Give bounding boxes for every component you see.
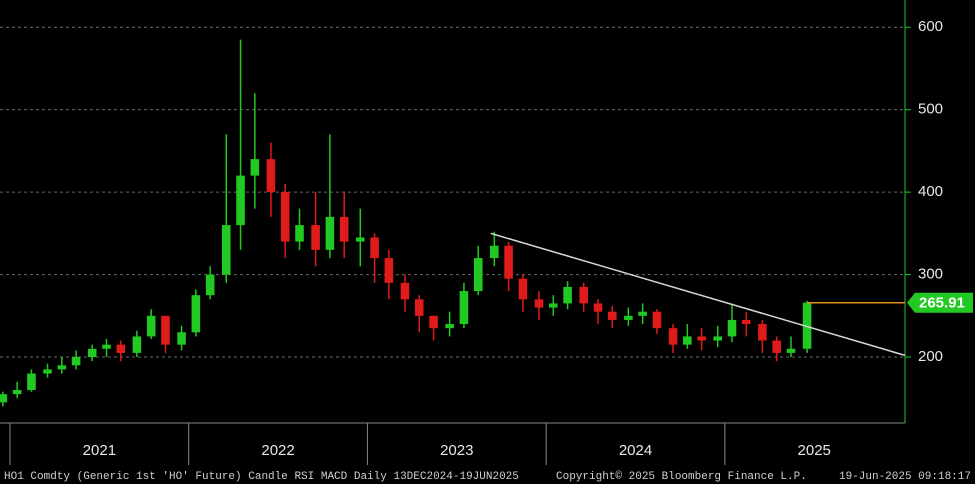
candle-body bbox=[325, 216, 335, 250]
candle-body bbox=[459, 291, 469, 325]
trendline bbox=[490, 232, 906, 357]
candle-body bbox=[116, 344, 126, 353]
candle-body bbox=[102, 344, 111, 349]
candle-body bbox=[504, 245, 513, 279]
candle-body bbox=[161, 315, 170, 345]
candle-body bbox=[191, 295, 201, 333]
candle-body bbox=[12, 390, 22, 395]
candle-body bbox=[87, 348, 97, 358]
candle-body bbox=[146, 315, 156, 337]
candle-body bbox=[549, 303, 558, 308]
y-tick-label: 500 bbox=[918, 101, 943, 118]
candle-body bbox=[221, 225, 231, 275]
x-tick-label: 2023 bbox=[440, 442, 473, 459]
candle-body bbox=[786, 348, 796, 353]
candle-body bbox=[339, 216, 349, 242]
candle-body bbox=[0, 394, 8, 403]
candle-body bbox=[177, 332, 186, 345]
candle-body bbox=[534, 299, 544, 308]
candle-body bbox=[400, 282, 410, 300]
candle-body bbox=[579, 286, 588, 304]
candle-body bbox=[311, 225, 320, 250]
candle-body bbox=[132, 336, 142, 353]
candle-body bbox=[27, 373, 36, 391]
candle-body bbox=[652, 311, 662, 329]
candle-body bbox=[370, 237, 379, 259]
candle-body bbox=[713, 336, 722, 341]
candle-body bbox=[697, 336, 706, 341]
candle-body bbox=[802, 302, 812, 349]
candle-body bbox=[563, 286, 572, 304]
footer-description: HO1 Comdty (Generic 1st 'HO' Future) Can… bbox=[4, 471, 519, 483]
x-tick-label: 2024 bbox=[619, 442, 652, 459]
footer-timestamp: 19-Jun-2025 09:18:17 bbox=[839, 471, 971, 483]
candle-body bbox=[772, 340, 781, 353]
candle-body bbox=[280, 192, 290, 242]
candle-body bbox=[593, 303, 603, 312]
candle-body bbox=[742, 319, 751, 325]
candle-body bbox=[518, 278, 528, 300]
candle-body bbox=[445, 324, 454, 329]
candle-body bbox=[295, 225, 304, 242]
candle-body bbox=[607, 311, 617, 320]
last-price-label: 265.91 bbox=[919, 295, 965, 312]
candle-body bbox=[429, 315, 438, 329]
candle-body bbox=[624, 315, 633, 320]
candle-body bbox=[490, 245, 499, 259]
x-tick-label: 2021 bbox=[83, 442, 116, 459]
y-tick-label: 400 bbox=[918, 183, 943, 200]
candle-body bbox=[43, 369, 52, 374]
x-tick-label: 2025 bbox=[798, 442, 831, 459]
candle-body bbox=[57, 365, 67, 370]
candle-body bbox=[638, 311, 647, 316]
candle-body bbox=[727, 319, 737, 337]
last-price-box bbox=[907, 292, 973, 313]
x-tick-label: 2022 bbox=[261, 442, 294, 459]
candle-body bbox=[71, 357, 81, 366]
candle-body bbox=[266, 159, 276, 193]
footer-copyright: Copyright© 2025 Bloomberg Finance L.P. bbox=[556, 471, 807, 483]
candle-body bbox=[668, 328, 678, 345]
candle-body bbox=[473, 258, 483, 292]
candle-body bbox=[683, 336, 692, 345]
candle-body bbox=[205, 274, 215, 296]
candle-body bbox=[236, 175, 245, 226]
candle-body bbox=[414, 299, 424, 316]
candle-body bbox=[355, 237, 365, 242]
candle-body bbox=[758, 324, 767, 341]
y-tick-label: 200 bbox=[918, 348, 943, 365]
candle-body bbox=[250, 159, 260, 176]
y-tick-label: 600 bbox=[918, 18, 943, 35]
candle-body bbox=[384, 258, 394, 283]
y-tick-label: 300 bbox=[918, 266, 943, 283]
